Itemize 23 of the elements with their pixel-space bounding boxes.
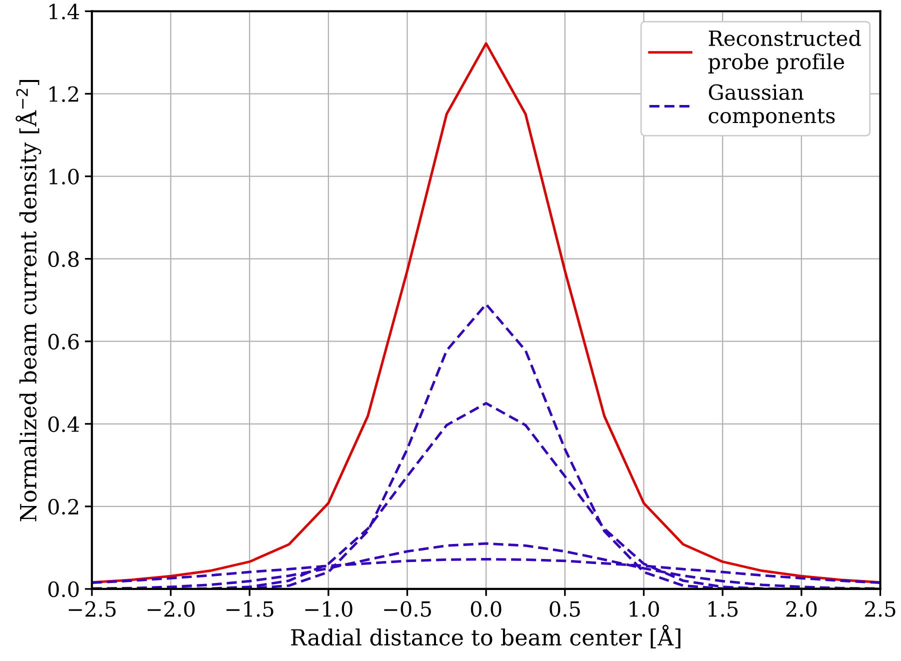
y-tick-label: 0.8 — [48, 251, 79, 268]
x-axis-title: Radial distance to beam center [Å] — [291, 624, 680, 648]
y-tick-label: 1.4 — [50, 4, 80, 20]
x-tick-label: 2.0 — [786, 601, 817, 617]
y-tick-label: 1.2 — [50, 86, 78, 102]
legend-label: Reconstructed probe profile — [708, 30, 861, 74]
legend-label: Gaussian components — [708, 84, 835, 128]
y-tick-label: 0.4 — [48, 416, 80, 432]
y-tick-label: 0.6 — [48, 334, 79, 350]
x-tick-label: 1.5 — [708, 601, 738, 617]
x-tick-label: 0.5 — [550, 601, 580, 617]
x-tick-label: 1.0 — [630, 601, 659, 617]
y-tick-label: 0.0 — [48, 581, 79, 598]
x-tick-label: −0.5 — [384, 601, 431, 617]
y-axis-title: Normalized beam current density [Å$^{−2}$] — [16, 80, 42, 522]
y-tick-label: 0.2 — [48, 498, 78, 515]
x-tick-label: 0.0 — [470, 601, 502, 617]
x-tick-label: 2.5 — [865, 601, 896, 617]
x-tick-label: −2.0 — [148, 601, 195, 617]
y-tick-label: 1.0 — [50, 168, 79, 185]
x-tick-label: −1.5 — [226, 601, 274, 617]
x-tick-label: −2.5 — [68, 601, 116, 617]
x-tick-label: −1.0 — [305, 601, 352, 617]
